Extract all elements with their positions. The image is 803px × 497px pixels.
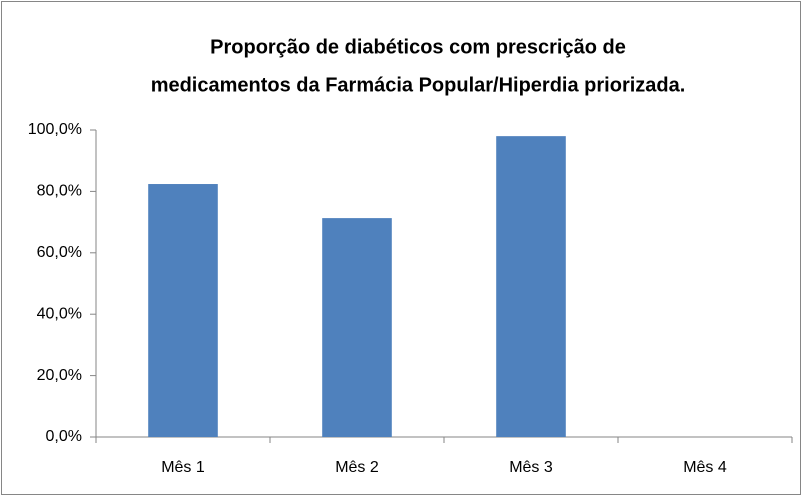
chart-title: medicamentos da Farmácia Popular/Hiperdi… [151,74,686,96]
y-tick-label: 80,0% [37,183,82,200]
x-tick-label: Mês 3 [509,459,553,476]
y-tick-label: 60,0% [37,244,82,261]
x-tick-label: Mês 1 [161,459,205,476]
x-tick-label: Mês 2 [335,459,379,476]
bar [148,184,218,437]
y-tick-label: 40,0% [37,305,82,322]
bar [322,218,392,437]
bar [496,136,566,437]
y-tick-label: 20,0% [37,367,82,384]
y-tick-label: 0,0% [46,428,82,445]
chart-title: Proporção de diabéticos com prescrição d… [210,36,626,58]
x-tick-label: Mês 4 [683,459,727,476]
y-tick-label: 100,0% [28,121,82,138]
